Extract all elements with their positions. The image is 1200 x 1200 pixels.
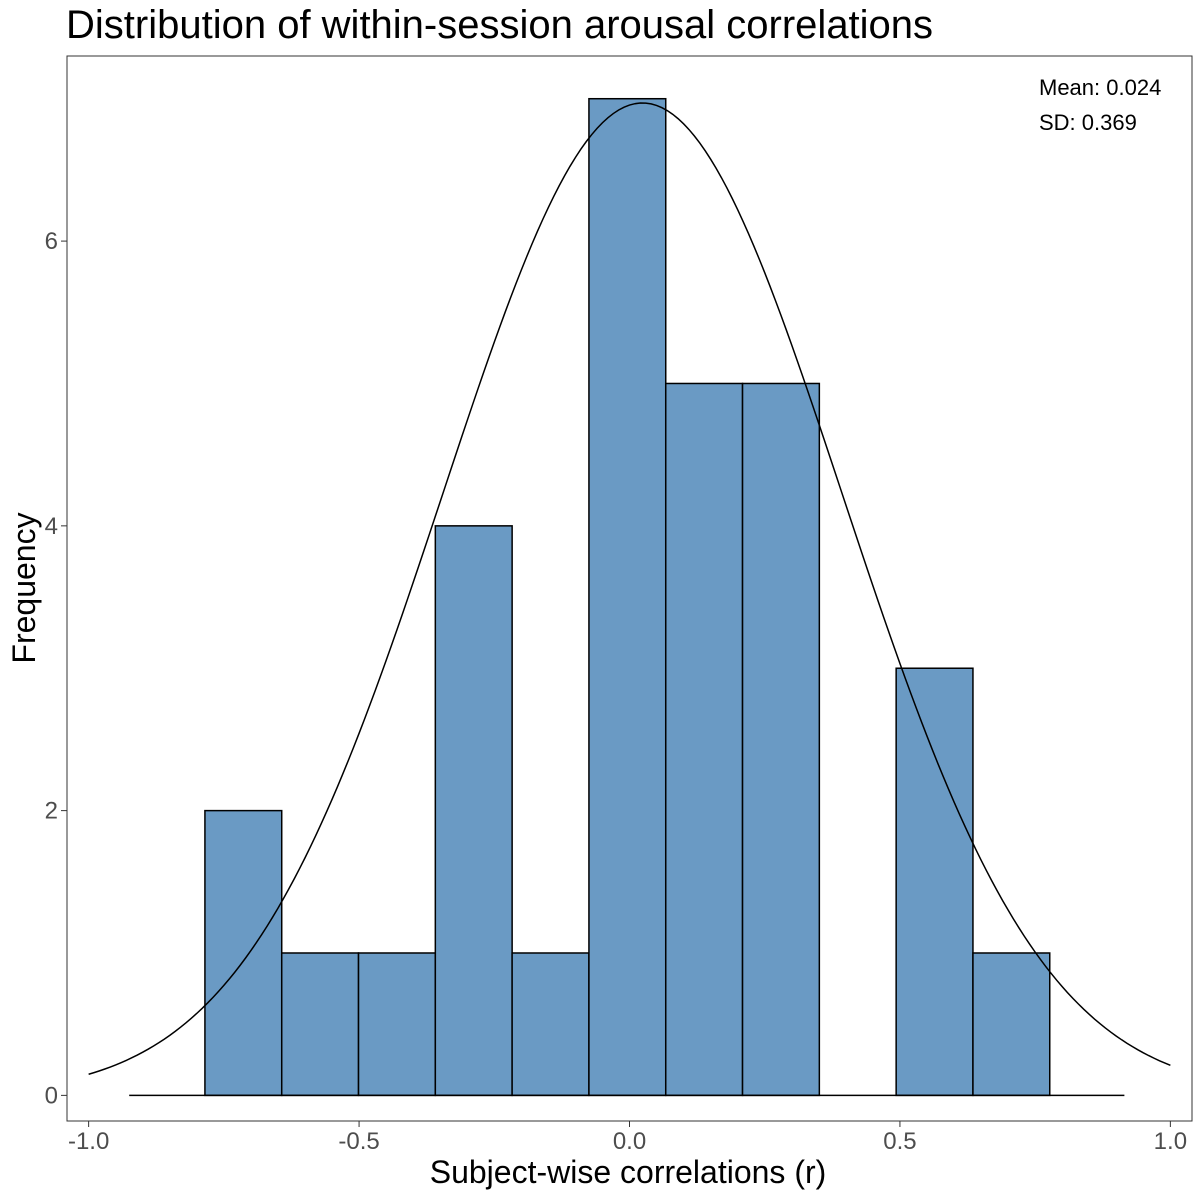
histogram-bar-3 — [357, 952, 437, 1097]
chart-title: Distribution of within-session arousal c… — [66, 3, 933, 47]
y-axis-label: Frequency — [6, 512, 42, 663]
sd-annotation: SD: 0.369 — [1039, 110, 1137, 135]
y-tick-label-1: 0 — [45, 1082, 58, 1109]
mean-annotation: Mean: 0.024 — [1039, 75, 1161, 100]
y-tick-label-2: 2 — [45, 798, 58, 825]
x-tick-label-4: 0.5 — [883, 1128, 916, 1155]
x-tick-label-2: -0.5 — [338, 1128, 379, 1155]
x-tick-label-3: 0.0 — [613, 1128, 646, 1155]
x-tick-label-1: -1.0 — [68, 1128, 109, 1155]
x-axis-label: Subject-wise correlations (r) — [430, 1154, 827, 1190]
histogram-bar-10 — [895, 667, 974, 1097]
normal-density-curve — [88, 102, 1171, 1075]
histogram-bar-1 — [204, 809, 283, 1097]
histogram-bar-8 — [741, 382, 821, 1097]
histogram-bar-5 — [511, 952, 590, 1097]
histogram-bar-6 — [588, 97, 667, 1097]
histogram-bar-7 — [664, 382, 744, 1097]
y-tick-label-4: 6 — [45, 228, 58, 255]
normal-curve-group — [88, 102, 1171, 1075]
y-axis-ticks: 0 2 4 6 — [45, 228, 67, 1109]
y-tick-label-3: 4 — [45, 513, 58, 540]
bars-group — [204, 97, 1051, 1097]
x-tick-label-5: 1.0 — [1154, 1128, 1187, 1155]
histogram-bar-2 — [280, 952, 360, 1097]
histogram-bar-11 — [972, 952, 1051, 1097]
x-axis-ticks: -1.0 -0.5 0.0 0.5 1.0 — [68, 1121, 1187, 1155]
histogram-bar-4 — [434, 525, 513, 1097]
